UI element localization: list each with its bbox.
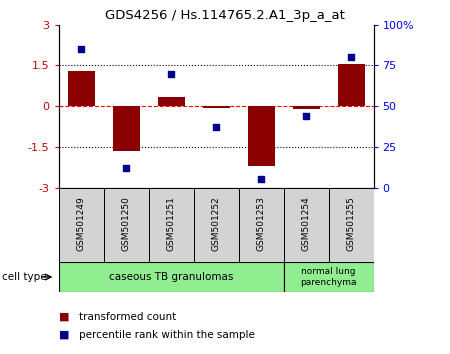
Point [257,177,265,182]
Text: cell type: cell type [2,272,47,282]
Bar [158,97,184,106]
Text: GSM501255: GSM501255 [346,196,356,251]
Text: ■: ■ [58,312,69,322]
Bar [284,188,328,262]
Point [212,125,220,130]
Text: percentile rank within the sample: percentile rank within the sample [79,330,255,339]
Text: GSM501251: GSM501251 [166,196,176,251]
Bar [284,262,374,292]
Bar [248,106,274,166]
Bar [328,188,374,262]
Text: transformed count: transformed count [79,312,176,322]
Point [122,165,130,171]
Text: caseous TB granulomas: caseous TB granulomas [109,272,233,282]
Bar [104,188,148,262]
Text: normal lung
parenchyma: normal lung parenchyma [300,267,357,287]
Text: GSM501253: GSM501253 [256,196,266,251]
Bar [194,188,238,262]
Text: GSM501250: GSM501250 [122,196,130,251]
Point [347,55,355,60]
Bar [338,64,364,106]
Point [302,113,310,119]
Bar [58,188,104,262]
Point [167,71,175,76]
Bar [112,106,140,151]
Bar [202,106,230,108]
Text: ■: ■ [58,330,69,339]
Bar [68,71,94,106]
Bar [292,106,320,109]
Text: GSM501249: GSM501249 [76,196,86,251]
Bar [238,188,284,262]
Bar [58,262,284,292]
Bar [148,188,194,262]
Point [77,46,85,52]
Text: GDS4256 / Hs.114765.2.A1_3p_a_at: GDS4256 / Hs.114765.2.A1_3p_a_at [105,9,345,22]
Text: GSM501254: GSM501254 [302,196,310,251]
Text: GSM501252: GSM501252 [212,196,220,251]
